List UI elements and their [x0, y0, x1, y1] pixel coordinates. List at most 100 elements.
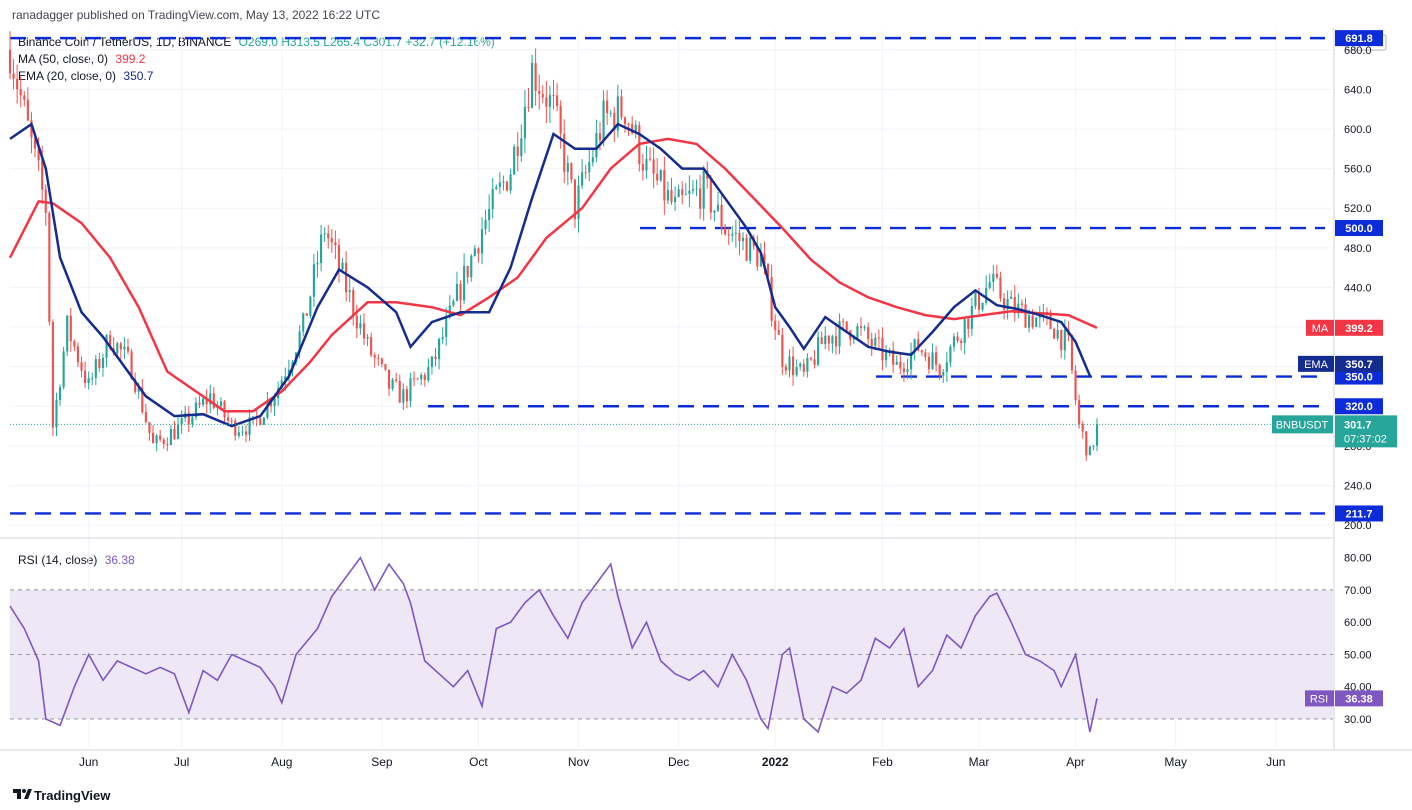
candle-body[interactable]	[956, 336, 959, 341]
candle-body[interactable]	[977, 292, 981, 310]
candle-body[interactable]	[162, 439, 165, 444]
candle-body[interactable]	[80, 362, 83, 371]
candle-body[interactable]	[259, 418, 262, 425]
candle-body[interactable]	[73, 341, 76, 347]
candle-body[interactable]	[884, 351, 888, 361]
candle-body[interactable]	[480, 229, 484, 254]
candle-body[interactable]	[999, 277, 1002, 299]
candle-body[interactable]	[66, 315, 69, 352]
candle-body[interactable]	[974, 292, 977, 307]
candle-body[interactable]	[126, 346, 130, 352]
candle-body[interactable]	[874, 337, 877, 347]
candle-body[interactable]	[305, 313, 308, 316]
candle-body[interactable]	[920, 350, 923, 353]
candle-body[interactable]	[985, 287, 988, 303]
candle-body[interactable]	[1092, 445, 1095, 447]
rsi-line[interactable]	[9, 556, 1098, 734]
candle-body[interactable]	[320, 234, 323, 264]
candle-body[interactable]	[792, 356, 795, 376]
candle-body[interactable]	[33, 137, 37, 149]
rsi-legend[interactable]: RSI (14, close) 36.38	[18, 553, 135, 567]
candle-body[interactable]	[252, 416, 255, 418]
candle-body[interactable]	[777, 329, 780, 335]
candle-body[interactable]	[187, 412, 190, 424]
candle-body[interactable]	[563, 133, 566, 173]
candle-body[interactable]	[76, 346, 80, 363]
candle-body[interactable]	[577, 185, 580, 220]
candle-body[interactable]	[1006, 298, 1009, 310]
candle-body[interactable]	[509, 174, 512, 191]
candle-body[interactable]	[166, 443, 169, 445]
candle-body[interactable]	[988, 281, 991, 288]
candle-body[interactable]	[631, 124, 634, 134]
candle-body[interactable]	[1010, 296, 1013, 299]
candle-body[interactable]	[924, 352, 927, 357]
candle-body[interactable]	[309, 296, 312, 316]
candle-body[interactable]	[234, 420, 237, 436]
candle-body[interactable]	[895, 361, 898, 365]
candle-body[interactable]	[269, 401, 273, 407]
candle-body[interactable]	[838, 321, 841, 347]
candle-body[interactable]	[691, 189, 695, 191]
candle-body[interactable]	[731, 233, 734, 236]
candle-body[interactable]	[463, 265, 466, 301]
candle-body[interactable]	[591, 157, 594, 163]
candle-body[interactable]	[180, 418, 183, 425]
candle-body[interactable]	[749, 237, 752, 261]
candle-body[interactable]	[870, 338, 873, 347]
candle-body[interactable]	[109, 335, 112, 349]
candle-body[interactable]	[620, 96, 623, 118]
candle-body[interactable]	[377, 357, 380, 359]
candle-body[interactable]	[820, 337, 823, 345]
candle-body[interactable]	[1085, 431, 1088, 456]
candle-body[interactable]	[370, 336, 373, 356]
candle-body[interactable]	[366, 336, 369, 339]
candle-body[interactable]	[530, 63, 534, 108]
candle-body[interactable]	[709, 178, 712, 213]
candle-body[interactable]	[802, 363, 805, 372]
candle-body[interactable]	[538, 91, 541, 95]
candle-body[interactable]	[438, 338, 441, 360]
candle-body[interactable]	[534, 63, 537, 92]
candle-body[interactable]	[19, 89, 22, 96]
candle-body[interactable]	[699, 188, 702, 209]
candle-body[interactable]	[30, 120, 33, 138]
candle-body[interactable]	[205, 398, 208, 405]
candle-body[interactable]	[427, 367, 430, 381]
candle-body[interactable]	[1088, 446, 1091, 456]
candle-body[interactable]	[681, 189, 684, 195]
candle-body[interactable]	[227, 417, 230, 421]
candle-body[interactable]	[917, 339, 920, 351]
candle-body[interactable]	[627, 124, 630, 126]
candle-body[interactable]	[659, 169, 662, 181]
candle-body[interactable]	[219, 401, 223, 407]
candle-body[interactable]	[584, 172, 587, 174]
candle-body[interactable]	[402, 389, 405, 403]
candle-body[interactable]	[262, 417, 265, 425]
candle-body[interactable]	[26, 99, 29, 121]
candle-body[interactable]	[552, 94, 555, 96]
candle-body[interactable]	[670, 190, 673, 203]
candle-body[interactable]	[198, 402, 201, 405]
candle-body[interactable]	[1074, 370, 1077, 401]
candle-body[interactable]	[302, 313, 305, 332]
candle-body[interactable]	[949, 346, 952, 363]
candle-body[interactable]	[648, 158, 652, 160]
candle-body[interactable]	[84, 370, 87, 384]
candle-body[interactable]	[842, 321, 845, 323]
candle-body[interactable]	[123, 346, 126, 350]
candle-body[interactable]	[759, 253, 762, 267]
candle-body[interactable]	[405, 389, 408, 402]
candle-body[interactable]	[831, 336, 834, 344]
candle-body[interactable]	[992, 273, 995, 282]
candle-body[interactable]	[412, 378, 416, 380]
candle-body[interactable]	[827, 335, 830, 344]
candle-body[interactable]	[69, 315, 72, 342]
candle-body[interactable]	[799, 363, 802, 368]
candle-body[interactable]	[781, 334, 784, 367]
candle-body[interactable]	[484, 220, 487, 230]
candle-body[interactable]	[395, 379, 398, 382]
candle-body[interactable]	[566, 163, 569, 173]
candle-body[interactable]	[58, 387, 62, 400]
candle-body[interactable]	[516, 146, 519, 157]
